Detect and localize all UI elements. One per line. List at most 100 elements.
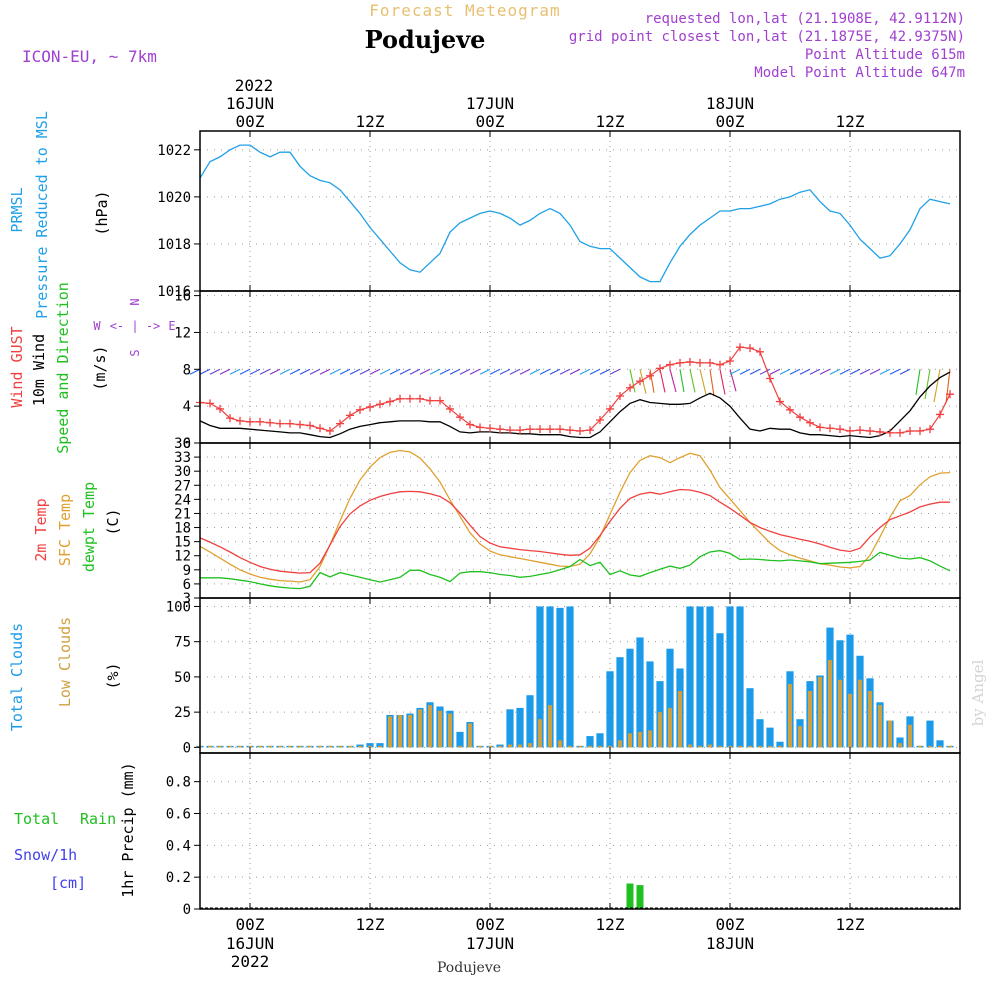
y-tick-label: 30 <box>174 464 191 480</box>
total-cloud-bar <box>566 606 574 748</box>
wind-direction-arrow <box>439 368 451 375</box>
top-time-label: 00Z <box>236 112 265 131</box>
low-cloud-bar <box>818 676 822 748</box>
low-cloud-bar <box>368 745 372 748</box>
wind-direction-arrow <box>829 368 841 375</box>
wind-direction-arrow <box>679 369 685 393</box>
gust-marker <box>816 423 824 432</box>
gust-marker <box>546 425 554 434</box>
low-cloud-bar <box>308 745 312 748</box>
precip-panel: 0 0.2 0.4 0.6 0.8 Total Rain Snow/1h [cm] 1h… <box>14 752 961 918</box>
total-clouds-label: Total Clouds <box>8 623 26 731</box>
gust-marker <box>926 425 934 434</box>
low-cloud-bar <box>288 745 292 748</box>
gust-marker <box>376 400 384 409</box>
total-cloud-bar <box>706 606 714 748</box>
low-cloud-bar <box>688 744 692 748</box>
total-cloud-bar <box>546 606 554 748</box>
wind-speed-line <box>199 371 951 439</box>
y-tick-label: 0 <box>183 902 191 918</box>
wind-direction-arrow <box>649 369 655 393</box>
snow-label: Snow/1h <box>14 846 77 864</box>
wind-direction-arrow <box>739 368 751 375</box>
wind-direction-arrow <box>509 368 521 375</box>
compass-ew: <- | -> <box>110 319 161 333</box>
low-cloud-bar <box>948 745 952 748</box>
bottom-time-label: 12Z <box>596 915 625 934</box>
wind-direction-arrow <box>399 368 411 375</box>
wind-direction-arrow <box>699 369 707 395</box>
gust-marker <box>616 392 624 401</box>
top-time-label: 12Z <box>356 112 385 131</box>
gust-marker <box>516 426 524 435</box>
gust-marker <box>446 404 454 413</box>
y-tick-label: 0.8 <box>166 775 191 791</box>
total-cloud-bar <box>506 709 514 748</box>
low-cloud-bar <box>928 745 932 748</box>
pressure-panel: 1016 1018 1020 1022 PRMSL Pressure Reduced … <box>8 111 961 319</box>
top-year: 2022 <box>235 76 274 95</box>
low-cloud-bar <box>338 745 342 748</box>
wind-direction-arrow <box>379 368 391 375</box>
gust-marker <box>326 427 334 436</box>
wind-direction-arrow <box>239 368 251 375</box>
wind-direction-arrow <box>709 369 715 397</box>
bottom-time-label: 12Z <box>356 915 385 934</box>
gust-marker <box>276 419 284 428</box>
low-cloud-bar <box>278 745 282 748</box>
gust-marker <box>426 396 434 405</box>
compass-s: S <box>128 349 142 356</box>
total-cloud-bar <box>456 731 464 748</box>
y-tick-label: 16 <box>174 289 191 305</box>
gust-marker <box>396 394 404 403</box>
wind-direction-arrow <box>899 368 911 375</box>
low-cloud-bar <box>578 745 582 748</box>
y-tick-label: 100 <box>166 599 191 615</box>
total-cloud-bar <box>926 720 934 748</box>
low-cloud-bar <box>478 745 482 748</box>
pressure-line <box>199 144 951 283</box>
wind-direction-arrow <box>529 368 541 375</box>
total-cloud-bar <box>666 648 674 748</box>
wind-direction-arrow <box>729 368 741 375</box>
gust-marker <box>806 418 814 427</box>
y-tick-label: 0.6 <box>166 806 191 822</box>
gust-marker <box>586 426 594 435</box>
low-cloud-bar <box>498 745 502 748</box>
y-tick-label: 12 <box>174 325 191 341</box>
gust-marker <box>916 427 924 436</box>
wind-direction-arrow <box>819 368 831 375</box>
gust-marker <box>386 397 394 406</box>
gust-marker <box>756 347 764 356</box>
wind-direction-arrow <box>259 368 271 375</box>
top-time-label: 16JUN <box>226 94 274 113</box>
gust-marker <box>626 383 634 392</box>
model-altitude: Model Point Altitude 647m <box>754 65 965 81</box>
wind-direction-arrow <box>859 368 871 375</box>
total-cloud-bar <box>526 695 534 748</box>
gust-marker <box>476 423 484 432</box>
rain-bar <box>636 885 644 909</box>
wind-direction-arrow <box>519 368 531 375</box>
low-cloud-bar <box>548 705 552 748</box>
gust-marker <box>606 404 614 413</box>
chart-title: Forecast Meteogram <box>369 1 560 20</box>
wind-direction-arrow <box>779 368 791 375</box>
low-cloud-bar <box>788 683 792 748</box>
low-cloud-bar <box>328 745 332 748</box>
low-cloud-bar <box>318 745 322 748</box>
gust-marker <box>836 425 844 434</box>
wind-direction-arrow <box>915 369 921 395</box>
gust-marker <box>896 428 904 437</box>
gust-marker <box>406 394 414 403</box>
clouds-unit: (%) <box>104 662 122 689</box>
total-cloud-bar <box>736 606 744 748</box>
low-cloud-bar <box>208 745 212 748</box>
top-time-label: 18JUN <box>706 94 754 113</box>
gust-marker <box>466 420 474 429</box>
wind-direction-arrow <box>249 368 261 375</box>
wind-direction-arrow <box>933 369 941 403</box>
gust-marker <box>496 425 504 434</box>
